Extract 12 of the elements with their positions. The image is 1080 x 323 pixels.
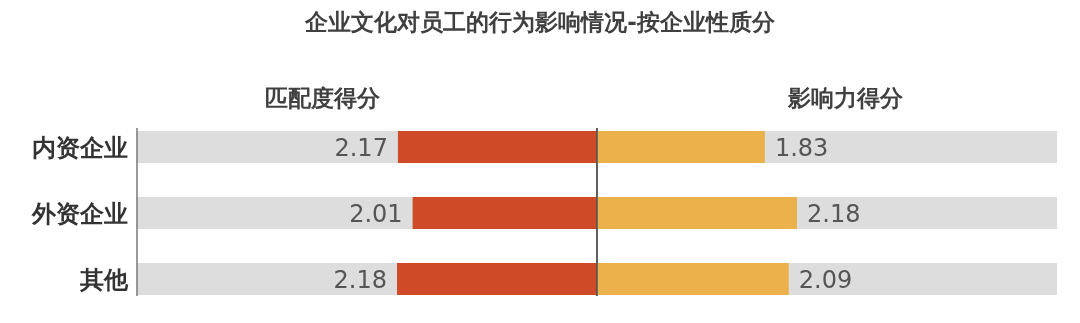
y-tick-label: 其他 — [79, 266, 129, 294]
y-tick-label: 外资企业 — [31, 200, 128, 228]
text: 影响力得分 — [786, 85, 904, 111]
data-label: 2.01 — [349, 200, 403, 228]
y-tick-label: 内资企业 — [32, 134, 128, 162]
data-label: 2.18 — [333, 266, 387, 294]
data-label: 2.09 — [798, 266, 853, 294]
data-label: 2.17 — [334, 134, 388, 162]
chart-subtitle: 匹配度得分 — [264, 85, 381, 111]
chart-title: 企业文化对员工的行为影响情况-按企业性质分 — [304, 9, 776, 35]
data-label: 1.83 — [774, 134, 829, 162]
data-label: 2.18 — [807, 200, 861, 228]
